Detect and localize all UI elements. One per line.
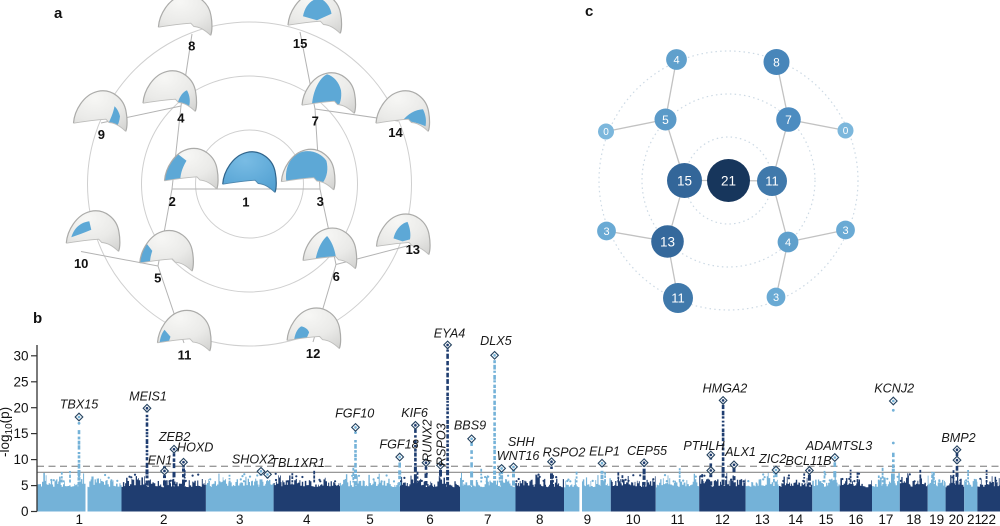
svg-text:20: 20	[949, 512, 964, 526]
svg-text:EN1: EN1	[148, 453, 173, 467]
svg-text:14: 14	[788, 512, 804, 526]
svg-text:18: 18	[906, 512, 921, 526]
svg-text:SHOX2: SHOX2	[232, 453, 275, 467]
svg-text:10: 10	[74, 256, 88, 271]
svg-text:3: 3	[317, 194, 324, 209]
svg-text:12: 12	[715, 512, 730, 526]
svg-text:SHH: SHH	[508, 435, 535, 449]
svg-text:3: 3	[773, 292, 779, 304]
svg-text:0: 0	[21, 504, 29, 519]
svg-text:4: 4	[177, 111, 185, 126]
svg-text:BBS9: BBS9	[454, 419, 486, 433]
svg-text:4: 4	[673, 54, 679, 66]
svg-text:3: 3	[842, 225, 848, 237]
svg-text:1: 1	[242, 194, 249, 209]
svg-text:20: 20	[13, 400, 28, 415]
svg-text:ZEB2: ZEB2	[158, 430, 191, 444]
svg-text:TBL1XR1: TBL1XR1	[270, 456, 325, 470]
svg-text:3: 3	[603, 226, 609, 238]
svg-text:3: 3	[236, 512, 244, 526]
svg-text:5: 5	[21, 478, 29, 493]
svg-text:13: 13	[660, 234, 675, 249]
svg-text:KCNJ2: KCNJ2	[874, 382, 914, 396]
svg-text:BMP2: BMP2	[941, 431, 975, 445]
svg-text:21: 21	[721, 173, 736, 188]
svg-text:FGF18: FGF18	[379, 438, 418, 452]
svg-text:TBX15: TBX15	[60, 398, 99, 412]
svg-text:FGF10: FGF10	[335, 407, 374, 421]
svg-text:11: 11	[670, 512, 684, 526]
svg-text:WNT16: WNT16	[497, 449, 540, 463]
svg-text:5: 5	[366, 512, 374, 526]
svg-text:19: 19	[929, 512, 944, 526]
svg-text:ZIC2: ZIC2	[758, 452, 786, 466]
svg-text:a: a	[54, 5, 63, 22]
svg-text:HMGA2: HMGA2	[703, 382, 748, 396]
svg-text:ELP1: ELP1	[589, 445, 620, 459]
svg-text:7: 7	[312, 114, 319, 129]
svg-text:RSPO2: RSPO2	[543, 446, 586, 460]
svg-text:ALX1: ALX1	[724, 445, 756, 459]
svg-text:7: 7	[484, 512, 492, 526]
svg-text:10: 10	[626, 512, 641, 526]
svg-text:15: 15	[677, 173, 692, 188]
svg-text:11: 11	[178, 348, 192, 363]
svg-text:1: 1	[75, 512, 83, 526]
svg-text:5: 5	[662, 113, 669, 127]
svg-text:6: 6	[426, 512, 434, 526]
svg-text:-log10(p): -log10(p)	[0, 407, 15, 457]
svg-text:13: 13	[406, 242, 420, 257]
svg-text:17: 17	[878, 512, 893, 526]
svg-text:b: b	[33, 310, 42, 327]
svg-text:15: 15	[818, 512, 833, 526]
svg-text:8: 8	[188, 38, 195, 53]
svg-text:DLX5: DLX5	[480, 334, 512, 348]
svg-text:12: 12	[306, 346, 320, 361]
svg-text:KIF6: KIF6	[401, 406, 428, 420]
svg-text:30: 30	[13, 348, 28, 363]
svg-text:11: 11	[765, 174, 779, 189]
svg-text:9: 9	[584, 512, 592, 526]
svg-text:6: 6	[333, 269, 340, 284]
svg-text:MEIS1: MEIS1	[129, 390, 167, 404]
svg-text:ADAMTSL3: ADAMTSL3	[805, 439, 873, 453]
svg-text:5: 5	[154, 270, 161, 285]
svg-text:7: 7	[785, 113, 792, 127]
svg-text:22: 22	[981, 512, 996, 526]
svg-text:10: 10	[13, 452, 28, 467]
svg-text:RSPO3: RSPO3	[435, 423, 449, 466]
svg-text:25: 25	[13, 374, 28, 389]
svg-text:15: 15	[293, 36, 307, 51]
svg-text:EYA4: EYA4	[434, 327, 466, 341]
svg-text:13: 13	[755, 512, 770, 526]
svg-text:0: 0	[603, 127, 609, 138]
svg-text:c: c	[585, 3, 593, 20]
svg-text:4: 4	[785, 237, 791, 249]
svg-text:2: 2	[160, 512, 168, 526]
svg-text:11: 11	[671, 291, 685, 306]
svg-text:HOXD: HOXD	[177, 440, 213, 454]
svg-text:0: 0	[843, 126, 849, 137]
svg-text:21: 21	[967, 512, 982, 526]
svg-text:2: 2	[169, 194, 176, 209]
svg-text:4: 4	[303, 512, 311, 526]
svg-text:8: 8	[773, 55, 780, 69]
svg-text:CEP55: CEP55	[627, 444, 668, 458]
svg-text:16: 16	[848, 512, 863, 526]
svg-text:15: 15	[13, 426, 28, 441]
svg-text:9: 9	[98, 127, 105, 142]
svg-text:BCL11B: BCL11B	[786, 454, 832, 468]
svg-text:RUNX2: RUNX2	[421, 419, 435, 462]
svg-text:14: 14	[388, 125, 403, 140]
svg-text:8: 8	[536, 512, 544, 526]
svg-text:PTHLH: PTHLH	[683, 439, 725, 453]
